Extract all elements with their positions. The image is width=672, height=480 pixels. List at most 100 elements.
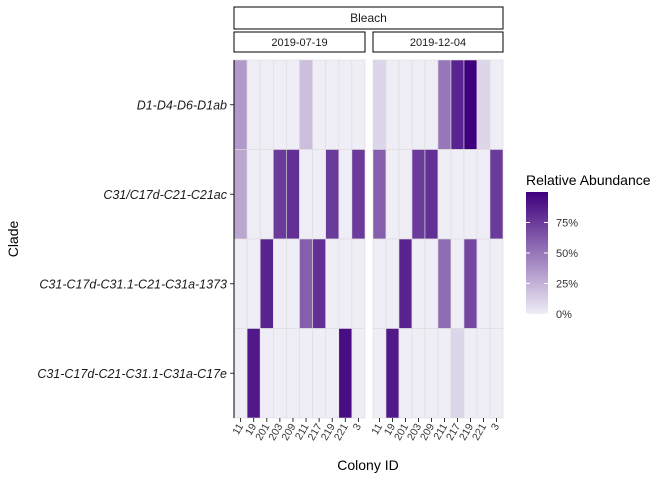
heatmap-cell bbox=[463, 238, 478, 329]
y-tick-label: D1-D4-D6-D1ab bbox=[137, 98, 227, 112]
heatmap-cell bbox=[286, 149, 300, 240]
heatmap-cell bbox=[463, 328, 478, 419]
heatmap-cell bbox=[246, 149, 261, 240]
heatmap-cell bbox=[312, 328, 327, 419]
heatmap-cell bbox=[476, 238, 491, 329]
x-tick-label: 19 bbox=[243, 421, 259, 437]
heatmap-cell bbox=[372, 59, 387, 150]
heatmap-cell bbox=[325, 59, 340, 150]
heatmap-cell bbox=[489, 59, 504, 150]
heatmap-cell bbox=[272, 59, 287, 150]
heatmap-cell bbox=[411, 149, 426, 240]
heatmap-cell bbox=[338, 328, 353, 419]
heatmap-cell bbox=[476, 59, 491, 150]
heatmap-cell bbox=[286, 59, 300, 150]
y-tick-label: C31/C17d-C21-C21ac bbox=[103, 188, 227, 202]
panel-strip-1: 2019-07-19 bbox=[233, 31, 366, 53]
x-tick-label: 19 bbox=[382, 421, 398, 437]
heatmap-cell bbox=[312, 59, 327, 150]
x-tick-label: 11 bbox=[230, 421, 246, 437]
heatmap-cell bbox=[424, 238, 439, 329]
heatmap-cell bbox=[351, 59, 366, 150]
panel-title-1: 2019-07-19 bbox=[271, 37, 327, 49]
panel-2 bbox=[372, 59, 504, 419]
heatmap-cell bbox=[246, 59, 261, 150]
heatmap-cell bbox=[385, 149, 400, 240]
panel-strip-2: 2019-12-04 bbox=[372, 31, 504, 53]
heatmap-cell bbox=[272, 238, 287, 329]
heatmap-cell bbox=[411, 59, 426, 150]
heatmap-cell bbox=[450, 59, 465, 150]
heatmap-cell bbox=[286, 328, 300, 419]
legend: Relative Abundance 0% 25% 50% 75% bbox=[526, 172, 651, 321]
heatmap-cell bbox=[272, 328, 287, 419]
legend-tick-label: 0% bbox=[556, 309, 572, 321]
heatmap-cell bbox=[259, 59, 274, 150]
heatmap-cell bbox=[286, 238, 300, 329]
heatmap-cell bbox=[476, 328, 491, 419]
heatmap-cell bbox=[437, 328, 452, 419]
heatmap-cell bbox=[312, 149, 327, 240]
legend-tick-label: 75% bbox=[556, 218, 578, 230]
panel-title-2: 2019-12-04 bbox=[410, 37, 466, 49]
plot-panels bbox=[233, 59, 504, 419]
heatmap-cell bbox=[338, 238, 353, 329]
heatmap-cell bbox=[246, 238, 261, 329]
x-tick-label: 11 bbox=[369, 421, 385, 437]
heatmap-cell bbox=[299, 328, 313, 419]
y-tick-labels: D1-D4-D6-D1ab C31/C17d-C21-C21ac C31-C17d-… bbox=[37, 98, 234, 381]
heatmap-cell bbox=[351, 238, 366, 329]
heatmap-cell bbox=[351, 328, 366, 419]
heatmap-cell bbox=[259, 149, 274, 240]
x-axis-title: Colony ID bbox=[337, 457, 398, 473]
heatmap-cell bbox=[338, 59, 353, 150]
heatmap-cell bbox=[437, 59, 452, 150]
x-tick-label: 221 bbox=[332, 421, 351, 442]
heatmap-cell bbox=[385, 238, 400, 329]
legend-title: Relative Abundance bbox=[526, 172, 651, 188]
heatmap-cell bbox=[233, 238, 248, 329]
heatmap-cell bbox=[246, 328, 261, 419]
heatmap-cell bbox=[463, 149, 478, 240]
heatmap-cell bbox=[259, 238, 274, 329]
facet-strip-bleach: Bleach bbox=[233, 6, 504, 30]
heatmap-cell bbox=[299, 238, 313, 329]
heatmap-cell bbox=[437, 238, 452, 329]
heatmap-cell bbox=[424, 59, 439, 150]
heatmap-cell bbox=[233, 328, 248, 419]
heatmap-cell bbox=[450, 328, 465, 419]
heatmap-cell bbox=[233, 149, 248, 240]
heatmap-cell bbox=[338, 149, 353, 240]
heatmap-cell bbox=[372, 149, 387, 240]
heatmap-cell bbox=[325, 149, 340, 240]
heatmap-cell bbox=[476, 149, 491, 240]
legend-tick-label: 50% bbox=[556, 248, 578, 260]
facet-title: Bleach bbox=[350, 11, 387, 25]
heatmap-cell bbox=[450, 238, 465, 329]
y-axis-title: Clade bbox=[5, 221, 21, 258]
heatmap-cell bbox=[325, 328, 340, 419]
heatmap-cell bbox=[385, 59, 400, 150]
heatmap-cell bbox=[489, 149, 504, 240]
legend-colorbar bbox=[526, 192, 548, 314]
heatmap-cell bbox=[411, 328, 426, 419]
heatmap-cell bbox=[372, 328, 387, 419]
heatmap-cell bbox=[424, 328, 439, 419]
heatmap-cell bbox=[437, 149, 452, 240]
heatmap-cell bbox=[233, 59, 248, 150]
heatmap-cell bbox=[299, 59, 313, 150]
y-tick-label: C31-C17d-C21-C31.1-C31a-C17e bbox=[37, 367, 227, 381]
heatmap-cell bbox=[489, 238, 504, 329]
heatmap-cell bbox=[299, 149, 313, 240]
heatmap-cell bbox=[411, 238, 426, 329]
x-tick-label: 3 bbox=[351, 421, 364, 432]
heatmap-cell bbox=[351, 149, 366, 240]
heatmap-cell bbox=[312, 238, 327, 329]
heatmap-cell bbox=[463, 59, 478, 150]
heatmap-cell bbox=[398, 149, 413, 240]
heatmap-cell bbox=[424, 149, 439, 240]
heatmap-cell bbox=[259, 328, 274, 419]
x-tick-label: 3 bbox=[489, 421, 502, 432]
y-tick-label: C31-C17d-C31.1-C21-C31a-1373 bbox=[39, 277, 227, 291]
